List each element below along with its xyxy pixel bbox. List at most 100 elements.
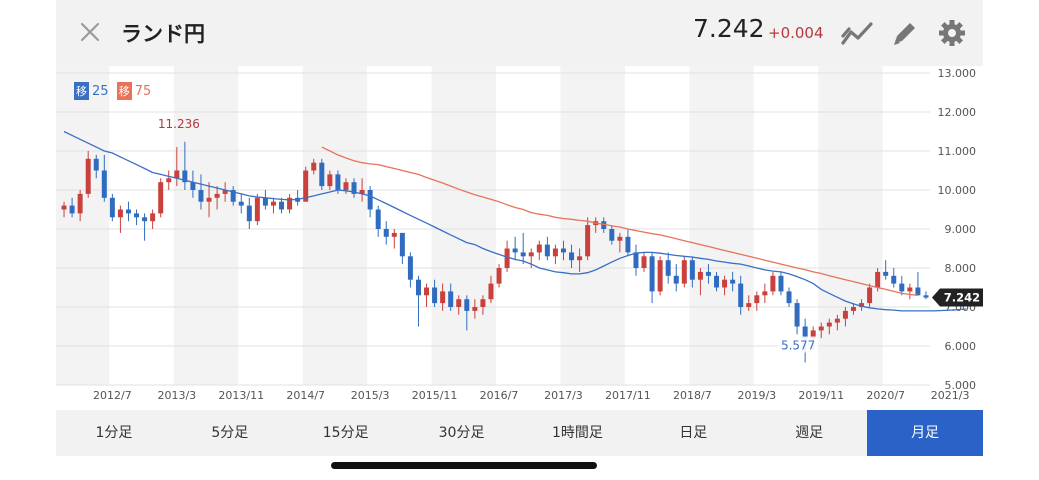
grid-band [173,66,239,385]
x-tick-label: 2015/11 [412,389,458,402]
candle-body [174,170,180,179]
candle-body [528,252,534,257]
grid-band [560,66,625,385]
home-indicator[interactable] [331,462,597,469]
header-bar: ランド円 7.242 +0.004 [56,0,983,66]
candle-body [182,170,188,183]
candle-body [609,229,615,241]
candle-body [649,256,655,292]
low-price-label: 5.577 [781,338,815,352]
candle-body [722,279,728,288]
candle-body [415,279,421,296]
candle-body [786,291,792,304]
candle-body [214,193,220,198]
candle-body [681,260,687,284]
candle-body [93,158,99,171]
candle-body [714,275,720,288]
candle-body [77,193,83,214]
current-price-tag-label: 7.242 [944,291,980,305]
candle-body [142,217,148,222]
legend-ma25: 移 25 [74,82,109,100]
candle-body [834,318,840,323]
candle-body [464,299,470,311]
candle-body [504,248,510,268]
candle-body [158,182,164,214]
tab-daily[interactable]: 日足 [679,425,708,441]
x-tick-label: 2014/7 [286,389,325,402]
candle-body [657,260,663,292]
ma25-line [63,130,967,312]
x-tick-label: 2016/7 [480,389,519,402]
legend-ma25-value: 25 [92,83,109,99]
candle-body [875,271,881,288]
pencil-icon[interactable] [889,19,921,47]
tab-5min[interactable]: 5分足 [211,425,249,441]
tab-weekly[interactable]: 週足 [795,425,824,441]
tab-1hour[interactable]: 1時間足 [551,425,603,441]
grid-band [431,66,496,385]
tab-30min[interactable]: 30分足 [438,425,485,441]
y-tick-label: 5.000 [945,379,977,392]
candle-body [850,307,856,311]
candle-body [440,291,446,304]
y-tick-label: 11.000 [938,145,977,158]
x-tick-label: 2019/11 [798,389,844,402]
ma75-line [321,146,918,296]
pair-title: ランド円 [121,22,205,46]
candle-body [456,299,462,307]
candle-body [303,170,309,202]
candle-body [69,205,75,214]
candle-body [810,330,816,339]
candle-body [633,252,639,268]
chart-area[interactable]: 13.000 12.000 11.000 10.000 9.000 8.000 7.000 6… [56,66,983,410]
candle-body [552,248,558,257]
gear-icon[interactable] [936,19,968,47]
candle-body [818,326,824,331]
tab-15min[interactable]: 15分足 [322,425,369,441]
y-tick-label: 13.000 [938,67,977,80]
trend-line-icon[interactable] [841,19,873,47]
candle-body [311,162,317,171]
x-tick-label: 2012/7 [93,389,132,402]
candlestick-chart[interactable]: 13.00012.00011.00010.0009.0008.0007.0006… [56,66,983,410]
candle-body [359,190,365,194]
candle-body [198,190,204,202]
candle-body [262,197,268,206]
legend-ma75: 移 75 [116,82,151,100]
candle-body [915,287,921,296]
price-change: +0.004 [768,24,824,42]
candle-body [166,178,172,183]
candle-body [601,221,607,229]
candle-body [230,190,236,202]
candle-body [617,236,623,241]
candle-body [826,322,832,327]
candle-body [101,170,107,198]
candle-body [697,271,703,280]
x-tick-label: 2020/7 [866,389,905,402]
current-price-tag [932,288,983,307]
tab-1min[interactable]: 1分足 [95,425,133,441]
candle-body [923,295,929,298]
y-tick-label: 12.000 [938,106,977,119]
candle-body [512,248,518,253]
x-tick-label: 2018/7 [673,389,712,402]
tab-monthly[interactable]: 月足 [867,410,983,456]
candle-body [351,182,357,194]
candle-body [448,291,454,307]
candle-body [472,307,478,311]
candle-body [754,295,760,304]
x-tick-label: 2017/3 [544,389,583,402]
candle-body [883,271,889,276]
close-icon[interactable] [78,20,102,44]
candle-body [407,256,413,280]
candle-body [190,182,196,190]
candle-body [150,213,156,222]
y-tick-label: 10.000 [938,184,977,197]
candle-body [61,205,67,210]
candle-body [738,283,744,307]
candle-body [891,275,897,284]
candle-body [117,209,123,218]
x-tick-label: 2013/3 [157,389,196,402]
candle-body [270,201,276,206]
candle-body [424,287,430,296]
